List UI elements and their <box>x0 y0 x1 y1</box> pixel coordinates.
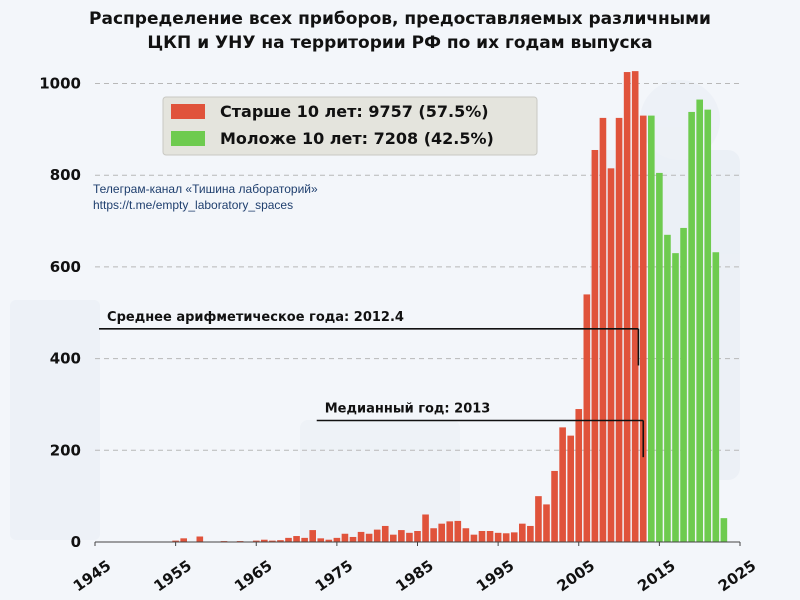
bar-newer-2022 <box>712 252 720 543</box>
annotation-median-year: Медианный год: 2013 <box>325 402 491 417</box>
bar-older-1965 <box>252 540 260 542</box>
x-tick-label: 2015 <box>634 557 679 596</box>
bar-older-1985 <box>414 530 421 542</box>
y-tick-label: 0 <box>71 533 81 551</box>
bar-older-2002 <box>551 470 558 542</box>
bar-newer-2021 <box>704 109 712 542</box>
bar-older-1995 <box>494 532 502 542</box>
bar-older-1982 <box>390 534 397 542</box>
bar-newer-2015 <box>656 172 663 542</box>
y-tick-label: 200 <box>50 441 81 459</box>
y-tick-label: 600 <box>50 258 81 276</box>
bar-older-2010 <box>615 117 623 542</box>
bar-older-2004 <box>567 435 574 542</box>
bar-older-1998 <box>519 523 526 542</box>
x-tick-label: 1945 <box>70 557 115 596</box>
bar-older-2008 <box>599 117 607 542</box>
bar-newer-2020 <box>696 99 703 542</box>
bar-older-1974 <box>325 539 333 542</box>
bar-older-1981 <box>381 525 389 542</box>
bar-older-1990 <box>454 520 462 542</box>
bar-older-2005 <box>575 409 583 542</box>
bar-older-2007 <box>591 149 599 542</box>
bar-older-2009 <box>607 168 615 542</box>
legend-swatch-older <box>171 104 205 119</box>
bar-older-2001 <box>543 504 550 542</box>
bar-older-1956 <box>180 538 187 542</box>
x-tick-label: 1985 <box>392 557 437 596</box>
x-tick-label: 1995 <box>473 557 518 596</box>
bar-older-1997 <box>510 532 518 542</box>
x-tick-label: 2025 <box>715 557 760 596</box>
legend-label-newer: Моложе 10 лет: 7208 (42.5%) <box>220 129 494 148</box>
y-tick-label: 400 <box>50 350 81 368</box>
bar-older-1993 <box>478 530 486 542</box>
watermark-link: https://t.me/empty_laboratory_spaces <box>93 198 293 212</box>
bar-older-1967 <box>269 540 276 542</box>
bar-older-1989 <box>446 521 454 542</box>
bar-older-1980 <box>373 529 381 542</box>
bar-older-1991 <box>462 528 470 542</box>
bar-older-1984 <box>406 532 413 542</box>
bar-older-1987 <box>430 528 437 542</box>
annotations: Среднее арифметическое года: 2012.4 Медиа… <box>99 310 645 458</box>
y-tick-label: 1000 <box>39 75 81 93</box>
bar-newer-2017 <box>672 253 679 542</box>
bar-older-1970 <box>293 536 300 542</box>
x-tick-label: 2005 <box>554 557 599 596</box>
bar-older-2013 <box>639 115 647 543</box>
bar-older-2003 <box>559 427 566 542</box>
bar-older-1994 <box>486 530 494 542</box>
legend-swatch-newer <box>171 131 205 146</box>
legend-label-older: Старше 10 лет: 9757 (57.5%) <box>220 102 489 121</box>
bar-older-1996 <box>502 533 510 542</box>
bar-older-1986 <box>422 514 429 542</box>
bar-newer-2019 <box>688 111 695 542</box>
bar-older-1968 <box>277 540 284 542</box>
x-tick-label: 1975 <box>312 557 357 596</box>
bar-older-1978 <box>357 531 365 542</box>
bar-older-1966 <box>261 539 268 542</box>
bar-newer-2018 <box>680 227 687 542</box>
bar-older-1955 <box>172 540 179 542</box>
bar-older-1976 <box>341 533 349 542</box>
bar-older-1972 <box>309 530 316 542</box>
x-tick-label: 1965 <box>231 557 276 596</box>
bar-older-1971 <box>301 537 308 542</box>
legend: Старше 10 лет: 9757 (57.5%) Моложе 10 ле… <box>162 96 538 156</box>
annotation-mean-year: Среднее арифметическое года: 2012.4 <box>107 310 404 325</box>
bar-older-2011 <box>623 72 631 542</box>
bar-older-1969 <box>285 537 292 542</box>
x-tick-label: 1955 <box>150 557 195 596</box>
chart-title-line-1: Распределение всех приборов, предоставля… <box>89 9 711 29</box>
bar-older-1983 <box>398 530 405 542</box>
bar-newer-2016 <box>664 234 671 542</box>
bar-older-1958 <box>196 536 204 542</box>
bar-older-1973 <box>317 538 325 542</box>
bar-older-1977 <box>349 536 357 542</box>
bar-older-2006 <box>583 294 591 542</box>
bar-older-2000 <box>535 496 542 542</box>
bar-newer-2023 <box>720 518 728 542</box>
bar-older-1979 <box>365 533 373 542</box>
bars <box>172 71 728 543</box>
bar-older-1999 <box>527 525 534 542</box>
legend-box <box>162 96 538 156</box>
bar-older-1992 <box>470 534 478 542</box>
bar-older-2012 <box>631 71 639 542</box>
bar-older-1988 <box>438 523 445 542</box>
bar-older-1975 <box>333 537 341 542</box>
y-tick-label: 800 <box>50 166 81 184</box>
watermark: Телеграм-канал «Тишина лабораторий» http… <box>93 182 318 212</box>
watermark-channel: Телеграм-канал «Тишина лабораторий» <box>93 182 318 196</box>
bar-newer-2014 <box>648 115 655 543</box>
chart-title-line-2: ЦКП и УНУ на территории РФ по их годам в… <box>147 33 652 53</box>
